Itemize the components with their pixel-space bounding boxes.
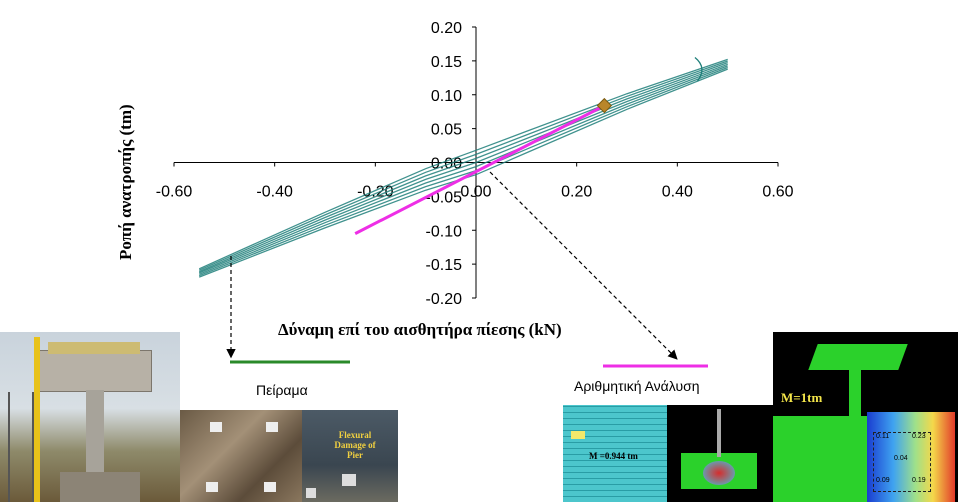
y-tick-label: 0.20: [431, 20, 462, 37]
contour-value-3: 0.09: [876, 477, 890, 484]
experiment-series-line: [198, 58, 728, 270]
legend-analysis-label: Αριθμητική Ανάλυση: [574, 378, 700, 394]
tick-labels: -0.60 -0.40 -0.20 0.00 0.20 0.40 0.60 0.20 0.15 0…: [156, 20, 794, 308]
experiment-series-line: [198, 68, 728, 278]
x-tick-label: -0.40: [256, 184, 293, 201]
x-axis-title: Δύναμη επί του αισθητήρα πίεσης (kN): [278, 320, 562, 339]
y-tick-label: 0.10: [431, 88, 462, 105]
x-tick-label: 0.60: [762, 184, 793, 201]
flexural-damage-label: Flexural Damage of Pier: [334, 430, 376, 460]
y-tick-label: -0.05: [426, 189, 463, 206]
analysis-series-line: [354, 105, 603, 235]
experiment-series-line: [198, 66, 728, 277]
contour-value-2: 0.04: [894, 455, 908, 462]
peak-marker: [596, 97, 613, 114]
annotation-arrows: [226, 171, 678, 360]
moment-label-1: M =0.944 tm: [589, 451, 638, 461]
fem-model-image-1: M =0.944 tm: [563, 405, 667, 502]
y-tick-label: -0.15: [426, 257, 463, 274]
pier-structure-photo: [0, 332, 180, 502]
contour-value-4: 0.19: [912, 477, 926, 484]
experiment-series-line: [198, 61, 728, 273]
x-tick-label: -0.60: [156, 184, 193, 201]
moment-label-2: M=1tm: [781, 390, 823, 405]
x-tick-label: 0.20: [561, 184, 592, 201]
experiment-series-line: [198, 63, 728, 274]
y-tick-label: 0.05: [431, 122, 462, 139]
legend-experiment-label: Πείραμα: [256, 382, 308, 398]
contour-value-1: 0.23: [912, 433, 926, 440]
contour-value-0: 0.11: [876, 433, 890, 440]
y-tick-label: -0.20: [426, 291, 463, 308]
x-tick-label: 0.00: [460, 184, 491, 201]
y-axis-title: Ροπή ανατροπής (tm): [116, 104, 135, 260]
flexural-damage-photo: Flexural Damage of Pier: [302, 410, 398, 502]
fem-model-image-3: M=1tm 0.11 0.23 0.04 0.09 0.19: [773, 332, 958, 502]
y-tick-label: 0.15: [431, 54, 462, 71]
experiment-series-hook: [694, 56, 703, 82]
base-damage-photo: [180, 410, 302, 502]
x-tick-label: 0.40: [662, 184, 693, 201]
experiment-series-line: [198, 65, 728, 275]
y-tick-label: -0.10: [426, 223, 463, 240]
analysis-arrow: [489, 171, 678, 360]
y-tick-label: 0.00: [431, 156, 462, 173]
fem-model-image-2: [667, 405, 773, 502]
chart-series: [198, 56, 728, 278]
experiment-series-line: [198, 60, 728, 271]
